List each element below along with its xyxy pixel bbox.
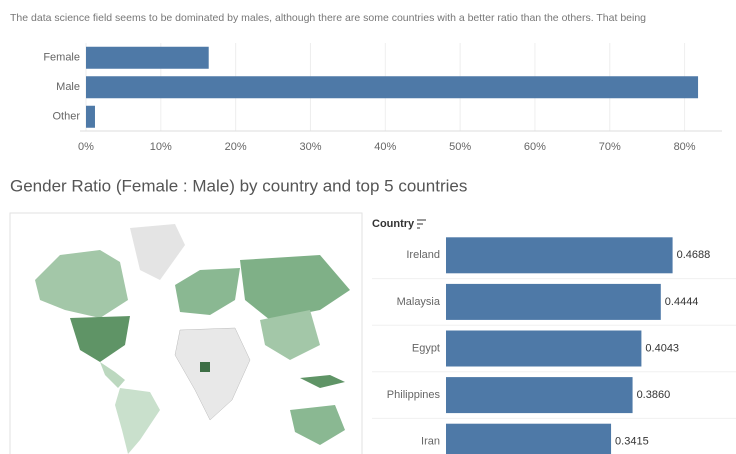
x-tick-label: 30%	[299, 141, 321, 153]
central-america	[100, 362, 125, 388]
x-tick-label: 80%	[674, 141, 696, 153]
x-tick-label: 10%	[150, 141, 172, 153]
north-america	[35, 250, 128, 318]
bar	[86, 46, 209, 69]
egypt	[200, 362, 210, 372]
australia	[290, 405, 345, 445]
value-label: 0.3860	[637, 389, 671, 401]
x-tick-label: 60%	[524, 141, 546, 153]
asia	[260, 310, 320, 360]
y-tick-label: Ireland	[406, 249, 440, 261]
bar	[446, 283, 661, 320]
y-tick-label: Other	[52, 111, 80, 123]
section-title: Gender Ratio (Female : Male) by country …	[10, 176, 467, 195]
value-label: 0.4444	[665, 296, 699, 308]
y-tick-label: Philippines	[387, 389, 441, 401]
value-label: 0.3415	[615, 436, 649, 448]
bar	[446, 237, 673, 274]
intro-text: The data science field seems to be domin…	[10, 12, 646, 24]
x-tick-label: 50%	[449, 141, 471, 153]
x-tick-label: 20%	[225, 141, 247, 153]
greenland	[130, 224, 185, 280]
bar	[446, 330, 642, 367]
axis-label: Country	[372, 218, 415, 230]
x-tick-label: 40%	[374, 141, 396, 153]
usa	[70, 316, 130, 362]
y-tick-label: Iran	[421, 436, 440, 448]
bar	[446, 377, 633, 414]
bar	[86, 76, 699, 99]
europe	[175, 268, 240, 315]
map[interactable]	[9, 212, 363, 454]
value-label: 0.4043	[645, 342, 679, 354]
africa	[174, 327, 251, 421]
x-tick-label: 70%	[599, 141, 621, 153]
southeast-asia	[300, 375, 345, 388]
y-tick-label: Female	[43, 52, 80, 64]
y-tick-label: Egypt	[412, 342, 440, 354]
y-tick-label: Male	[56, 81, 80, 93]
sort-icon[interactable]	[417, 219, 426, 229]
bar	[446, 423, 612, 454]
y-tick-label: Malaysia	[397, 296, 441, 308]
south-america	[115, 388, 160, 454]
value-label: 0.4688	[677, 249, 711, 261]
bar	[86, 105, 95, 128]
x-tick-label: 0%	[78, 141, 94, 153]
russia	[240, 255, 350, 320]
